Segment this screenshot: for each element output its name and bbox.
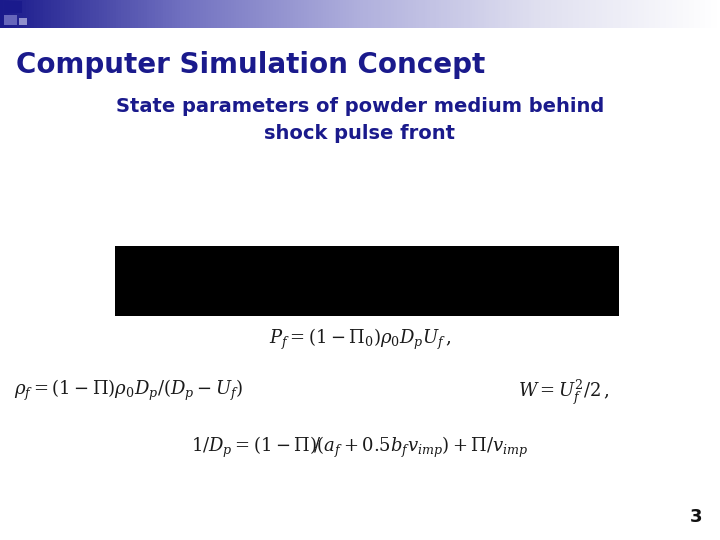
Text: $P_f = \left(1 - \Pi_0\right)\rho_0 D_p U_f\,,$: $P_f = \left(1 - \Pi_0\right)\rho_0 D_p … xyxy=(269,327,451,352)
Text: $1/D_p = \left(1 - \Pi\right)\!/\!\left(a_f + 0.5b_f v_{imp}\right) + \Pi/v_{imp: $1/D_p = \left(1 - \Pi\right)\!/\!\left(… xyxy=(192,435,528,460)
Bar xyxy=(19,18,27,25)
Text: Computer Simulation Concept: Computer Simulation Concept xyxy=(16,51,485,79)
Bar xyxy=(115,246,619,316)
Text: shock pulse front: shock pulse front xyxy=(264,124,456,143)
Text: State parameters of powder medium behind: State parameters of powder medium behind xyxy=(116,97,604,116)
Text: $\rho_f = \left(1 - \Pi\right)\rho_0 D_p / \left(D_p - U_f\right)$: $\rho_f = \left(1 - \Pi\right)\rho_0 D_p… xyxy=(14,378,243,403)
Text: 3: 3 xyxy=(690,509,702,526)
Bar xyxy=(4,2,22,12)
Bar xyxy=(4,15,17,25)
Text: $W = U_f^2/2\,,$: $W = U_f^2/2\,,$ xyxy=(518,378,611,408)
